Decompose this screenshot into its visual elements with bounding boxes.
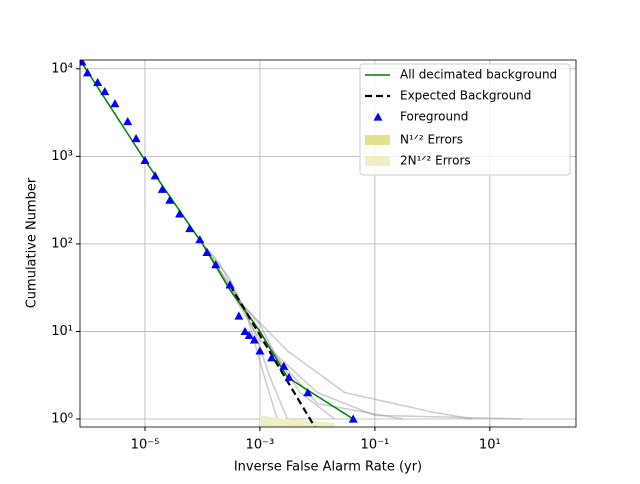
- foreground-point: [225, 280, 235, 289]
- foreground-point: [348, 414, 358, 423]
- foreground-point: [195, 235, 205, 244]
- legend-swatch: [365, 156, 390, 166]
- y-tick-label: 10¹: [51, 324, 73, 339]
- legend-box: [359, 63, 571, 176]
- y-tick-label: 10²: [51, 236, 73, 251]
- foreground-point: [211, 260, 221, 269]
- legend: All decimated background Expected Backgro…: [359, 63, 571, 176]
- foreground-point: [83, 68, 93, 77]
- background-trial: [201, 243, 278, 420]
- x-tick-label: 10⁻¹: [361, 438, 390, 453]
- x-tick-label: 10⁻³: [246, 438, 275, 453]
- foreground-point: [202, 247, 212, 256]
- x-tick-label: 10⁻⁵: [131, 438, 160, 453]
- foreground-point: [175, 209, 185, 218]
- y-tick-label: 10³: [51, 149, 73, 164]
- foreground-point: [93, 77, 103, 86]
- foreground-point: [185, 223, 195, 233]
- foreground-point: [267, 353, 277, 362]
- foreground-point: [150, 171, 160, 180]
- foreground-point: [157, 184, 167, 193]
- legend-swatch: [373, 112, 383, 121]
- foreground-point: [279, 361, 289, 370]
- foreground-point: [123, 116, 133, 126]
- legend-label: Expected Background: [400, 89, 531, 103]
- legend-label: Foreground: [400, 110, 468, 124]
- foreground-point: [240, 326, 250, 336]
- foreground-point: [165, 195, 175, 204]
- foreground-point: [244, 330, 254, 340]
- y-axis-label: Cumulative Number: [25, 177, 40, 308]
- ticks: 10⁻⁵ 10⁻³ 10⁻¹ 10¹ 10⁰ 10¹ 10² 10³ 10⁴: [51, 61, 500, 452]
- y-tick-label: 10⁰: [51, 411, 73, 426]
- plot-area: [80, 60, 522, 427]
- foreground-point: [234, 311, 244, 320]
- foreground-point: [140, 155, 150, 164]
- y-tick-label: 10⁴: [51, 61, 73, 76]
- error-band: [259, 415, 335, 427]
- legend-label: All decimated background: [400, 68, 557, 82]
- foreground-point: [100, 87, 110, 96]
- foreground-point: [249, 335, 259, 344]
- x-tick-label: 10¹: [479, 438, 501, 453]
- background-line: [80, 60, 354, 420]
- foreground-point: [131, 133, 141, 143]
- legend-label: N¹ᐟ² Errors: [400, 133, 463, 147]
- legend-label: 2N¹ᐟ² Errors: [400, 154, 471, 168]
- x-axis-label: Inverse False Alarm Rate (yr): [234, 460, 422, 475]
- background-trial: [201, 243, 289, 420]
- foreground-point: [284, 372, 294, 381]
- foreground-point: [303, 388, 313, 397]
- legend-swatch: [365, 135, 390, 145]
- foreground-point: [255, 346, 265, 355]
- foreground-point: [80, 60, 87, 66]
- foreground-point: [110, 99, 120, 108]
